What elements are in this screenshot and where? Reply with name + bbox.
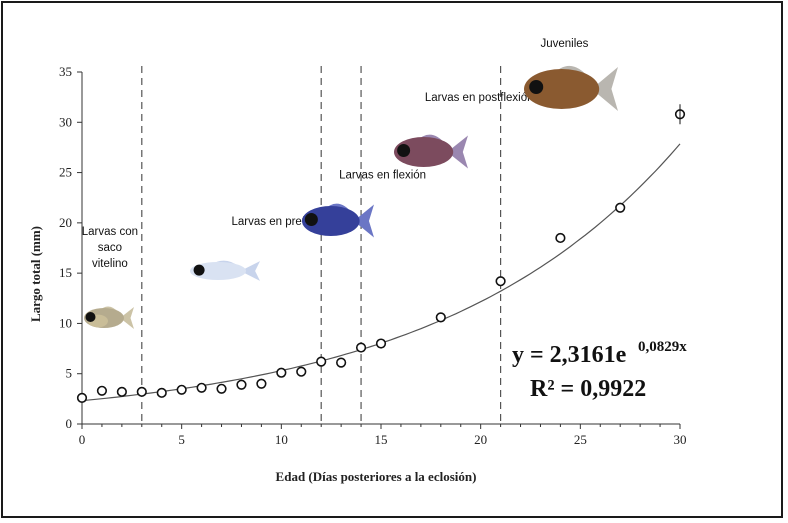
y-tick-label: 20	[59, 215, 72, 230]
stage-label: Juveniles	[540, 38, 588, 50]
x-tick-label: 30	[674, 432, 687, 447]
stage-label: saco	[98, 242, 122, 254]
data-point	[336, 357, 347, 368]
flexion-larva-eye	[304, 213, 318, 226]
postflexion-larva-illustration	[394, 134, 468, 169]
x-tick-label: 25	[574, 432, 587, 447]
postflexion-larva-eye	[397, 144, 411, 157]
data-point	[296, 366, 307, 377]
data-point	[136, 386, 147, 397]
y-tick-label: 25	[59, 165, 72, 180]
y-tick-label: 35	[59, 64, 72, 79]
data-point	[216, 383, 227, 394]
preflexion-larva-tail	[240, 261, 260, 281]
data-point	[555, 232, 566, 244]
y-axis-title: Largo total (mm)	[28, 226, 43, 322]
yolk-sac-larva-illustration	[84, 306, 134, 329]
data-point	[276, 367, 287, 378]
y-tick-label: 15	[59, 265, 72, 280]
y-tick-label: 10	[59, 315, 72, 330]
x-tick-label: 20	[474, 432, 487, 447]
y-tick-label: 30	[59, 114, 72, 129]
x-tick-label: 15	[375, 432, 388, 447]
juvenile-fish-tail	[591, 67, 618, 111]
stage-label: Larvas en postflexión	[425, 92, 534, 104]
y-tick-label: 5	[66, 366, 73, 381]
juvenile-fish-eye	[529, 80, 544, 94]
x-axis-title: Edad (Días posteriores a la eclosión)	[276, 469, 477, 484]
data-point	[316, 356, 327, 367]
stage-label: Larvas en flexión	[339, 170, 426, 182]
r-squared-label: R² = 0,9922	[530, 376, 646, 402]
y-tick-label: 0	[66, 416, 73, 431]
data-point	[236, 379, 247, 390]
data-point	[196, 382, 207, 393]
data-point	[116, 386, 127, 397]
data-point	[435, 312, 446, 323]
postflexion-larva-body	[394, 137, 454, 167]
postflexion-larva-tail	[447, 135, 468, 169]
x-tick-label: 10	[275, 432, 288, 447]
fit-equation-exponent: 0,0829x	[638, 339, 687, 355]
data-point	[76, 392, 88, 403]
flexion-larva-body	[302, 206, 360, 236]
preflexion-larva-body	[190, 262, 246, 280]
yolk-sac-larva-tail	[120, 307, 134, 329]
juvenile-fish-illustration	[524, 65, 618, 111]
preflexion-larva-illustration	[190, 260, 260, 281]
stage-label: Larvas con	[82, 226, 138, 238]
data-point	[615, 202, 626, 213]
data-point	[375, 338, 387, 349]
data-point	[355, 342, 367, 353]
stage-label: vitelino	[92, 258, 128, 270]
yolk-sac-larva-eye	[85, 312, 96, 322]
data-point	[96, 385, 108, 396]
flexion-larva-tail	[353, 204, 374, 238]
preflexion-larva-eye	[193, 264, 205, 276]
data-point	[156, 387, 167, 398]
data-point	[176, 384, 187, 395]
juvenile-fish-body	[524, 69, 600, 109]
flexion-larva-illustration	[302, 203, 374, 238]
x-tick-label: 5	[178, 432, 185, 447]
fit-equation: y = 2,3161e	[512, 342, 627, 368]
x-tick-label: 0	[79, 432, 86, 447]
data-point	[495, 276, 506, 287]
data-point	[256, 378, 267, 389]
